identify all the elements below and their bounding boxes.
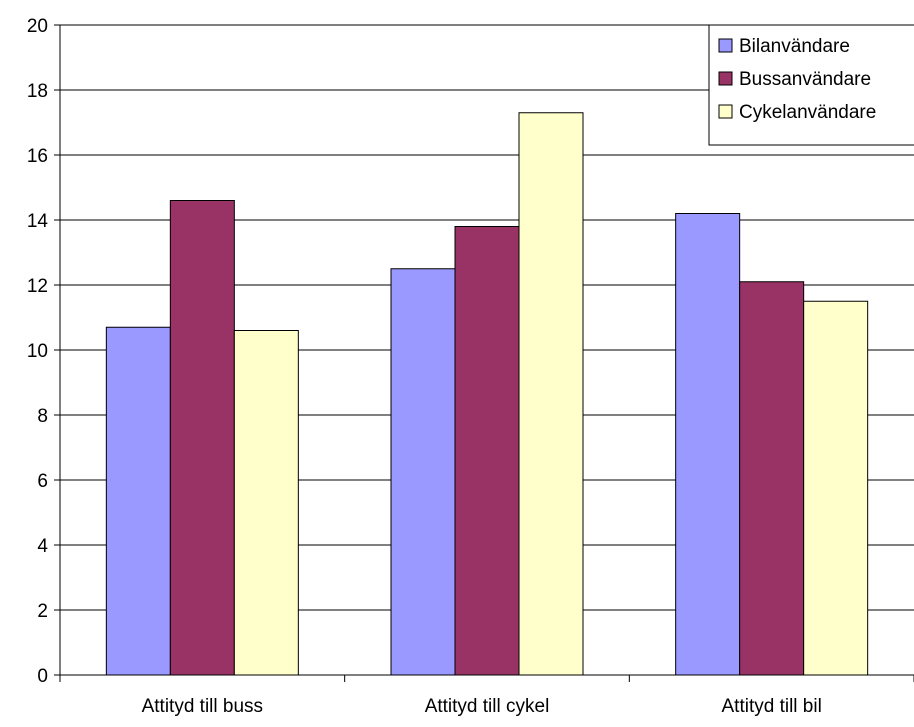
bar-2-3: [739, 281, 805, 676]
legend: Bilanvändare Bussanvändare Cykelanvändare: [708, 24, 914, 146]
legend-box: [708, 24, 914, 146]
x-category-label: Attityd till bil: [722, 696, 822, 717]
bar-1-3: [675, 213, 741, 676]
legend-label: Cykelanvändare: [739, 102, 876, 123]
bar-1-1: [105, 326, 171, 676]
bar-2-1: [169, 200, 235, 676]
y-tick-label: 0: [37, 666, 48, 687]
y-tick-label: 16: [27, 146, 48, 167]
bar-3-2: [518, 112, 584, 676]
bar-3-1: [233, 330, 299, 676]
legend-swatch: [718, 71, 733, 86]
y-tick-label: 10: [27, 341, 48, 362]
x-category-label: Attityd till cykel: [425, 696, 550, 717]
y-tick-label: 20: [27, 16, 48, 37]
y-tick-label: 2: [37, 601, 48, 622]
legend-label: Bussanvändare: [739, 69, 871, 90]
y-tick-label: 18: [27, 81, 48, 102]
bar-2-2: [454, 226, 520, 676]
y-tick-label: 6: [37, 471, 48, 492]
bars: [105, 112, 869, 676]
y-tick-label: 12: [27, 276, 48, 297]
y-tick-label: 14: [27, 211, 49, 232]
bar-1-2: [390, 268, 456, 676]
legend-label: Bilanvändare: [739, 36, 850, 57]
legend-swatch: [718, 104, 733, 119]
legend-swatch: [718, 38, 733, 53]
y-tick-label: 4: [37, 536, 48, 557]
bar-3-3: [803, 300, 869, 676]
axes: 0 2 4 6 8 10 12 14 16 18 20 Attityd till buss Attity…: [27, 16, 914, 717]
y-tick-label: 8: [37, 406, 48, 427]
x-category-label: Attityd till buss: [142, 696, 263, 717]
